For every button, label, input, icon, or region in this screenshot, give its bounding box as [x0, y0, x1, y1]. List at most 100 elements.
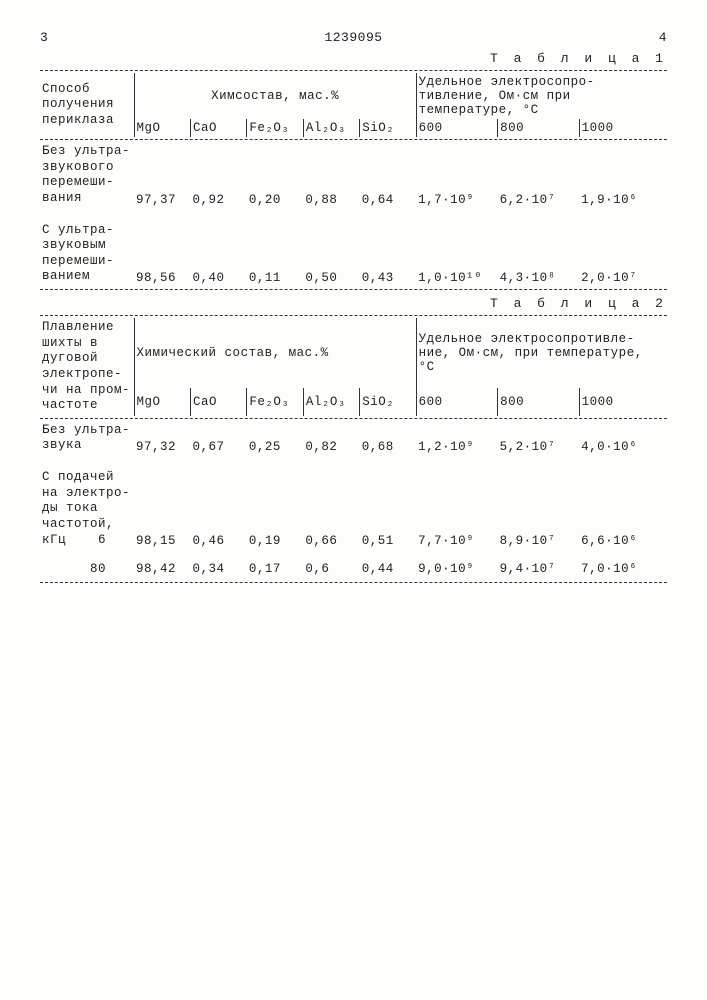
cell: 0,51 — [360, 468, 416, 550]
cell: 0,11 — [247, 221, 303, 288]
t2-rowhdr: Плавление шихты в дуговой электропе- чи … — [40, 318, 134, 416]
lbl: перемеши- — [42, 175, 114, 189]
t2-r0-label: Без ультра- звука — [40, 421, 134, 456]
lbl: вания — [42, 191, 82, 205]
cell: 0,25 — [247, 421, 303, 456]
lbl: звука — [42, 438, 82, 452]
lbl: Без ультра- — [42, 423, 130, 437]
cell: 0,88 — [303, 142, 359, 209]
cell: 1,0·10¹⁰ — [416, 221, 498, 288]
page-right: 4 — [659, 30, 667, 45]
t2-col-al2o3: Al₂O₃ — [303, 388, 359, 416]
cell: 0,20 — [247, 142, 303, 209]
cell: 5,2·10⁷ — [498, 421, 580, 456]
cell: 97,37 — [134, 142, 190, 209]
cell: 0,82 — [303, 421, 359, 456]
t1-col-1000: 1000 — [579, 119, 667, 137]
cell: 98,42 — [134, 560, 190, 580]
spacer — [40, 550, 667, 560]
cell: 0,34 — [190, 560, 246, 580]
table2-label: Т а б л и ц а 2 — [40, 296, 667, 311]
table-row: С ультра- звуковым перемеши- ванием 98,5… — [40, 221, 667, 288]
lbl: кГц 6 — [42, 533, 106, 547]
lbl: звуковым — [42, 238, 106, 252]
cell: 0,66 — [303, 468, 359, 550]
t1-res-l2: тивление, Ом·см при — [419, 89, 571, 103]
t2-col-fe2o3: Fe₂O₃ — [247, 388, 303, 416]
cell: 9,0·10⁹ — [416, 560, 498, 580]
cell: 98,15 — [134, 468, 190, 550]
t2-res-title: Удельное электросопротивле- ние, Ом·см, … — [416, 318, 667, 388]
cell: 1,2·10⁹ — [416, 421, 498, 456]
cell: 0,17 — [247, 560, 303, 580]
t1-chem-title: Химсостав, мас.% — [134, 73, 416, 119]
cell: 0,40 — [190, 221, 246, 288]
lbl: перемеши- — [42, 254, 114, 268]
cell: 0,6 — [303, 560, 359, 580]
cell: 2,0·10⁷ — [579, 221, 667, 288]
t1-res-l3: температуре, °С — [419, 103, 539, 117]
t2-col-mgo: MgO — [134, 388, 190, 416]
cell: 0,19 — [247, 468, 303, 550]
t2-col-cao: CaO — [190, 388, 246, 416]
t1-col-800: 800 — [498, 119, 580, 137]
t2-chem-title: Химический состав, мас.% — [134, 318, 416, 388]
lbl: звукового — [42, 160, 114, 174]
t1-r1-label: С ультра- звуковым перемеши- ванием — [40, 221, 134, 288]
cell: 0,43 — [360, 221, 416, 288]
t2-col-800: 800 — [498, 388, 580, 416]
divider — [40, 315, 667, 316]
t2-col-sio2: SiO₂ — [360, 388, 416, 416]
page-left: 3 — [40, 30, 48, 45]
divider — [40, 70, 667, 71]
table-row: Без ультра- звука 97,32 0,67 0,25 0,82 0… — [40, 421, 667, 456]
doc-number: 1239095 — [48, 30, 658, 45]
lbl: дуговой — [42, 351, 98, 365]
table1-body: Без ультра- звукового перемеши- вания 97… — [40, 142, 667, 287]
cell: 7,7·10⁹ — [416, 468, 498, 550]
lbl: шихты в — [42, 336, 98, 350]
lbl: Без ультра- — [42, 144, 130, 158]
t1-res-l1: Удельное электросопро- — [419, 75, 595, 89]
lbl: ды тока — [42, 501, 98, 515]
lbl: на электро- — [42, 486, 130, 500]
t2-col-1000: 1000 — [579, 388, 667, 416]
lbl: электропе- — [42, 367, 122, 381]
cell: 7,0·10⁶ — [579, 560, 667, 580]
t1-col-sio2: SiO₂ — [360, 119, 416, 137]
t1-res-title: Удельное электросопро- тивление, Ом·см п… — [416, 73, 667, 119]
divider — [40, 418, 667, 419]
cell: 1,9·10⁶ — [579, 142, 667, 209]
divider — [40, 289, 667, 290]
t1-col-cao: CaO — [190, 119, 246, 137]
lbl: ние, Ом·см, при температуре, °С — [419, 346, 643, 374]
table1: Способ получения периклаза Химсостав, ма… — [40, 73, 667, 137]
cell: 0,50 — [303, 221, 359, 288]
lbl: частотой, — [42, 517, 114, 531]
cell: 0,92 — [190, 142, 246, 209]
lbl: С ультра- — [42, 223, 114, 237]
t2-r1-label: С подачей на электро- ды тока частотой, … — [40, 468, 134, 550]
lbl: Плавление — [42, 320, 114, 334]
cell: 0,46 — [190, 468, 246, 550]
cell: 8,9·10⁷ — [498, 468, 580, 550]
lbl: частоте — [42, 398, 98, 412]
lbl: Удельное электросопротивле- — [419, 332, 635, 346]
divider — [40, 139, 667, 140]
t1-col-mgo: MgO — [134, 119, 190, 137]
table-row: С подачей на электро- ды тока частотой, … — [40, 468, 667, 550]
t2-col-600: 600 — [416, 388, 498, 416]
page-header: 3 1239095 4 — [40, 30, 667, 45]
cell: 98,56 — [134, 221, 190, 288]
cell: 0,64 — [360, 142, 416, 209]
cell: 6,2·10⁷ — [498, 142, 580, 209]
table-row: Без ультра- звукового перемеши- вания 97… — [40, 142, 667, 209]
cell: 4,3·10⁸ — [498, 221, 580, 288]
t1-rowhdr: Способ получения периклаза — [40, 73, 134, 137]
cell: 97,32 — [134, 421, 190, 456]
lbl: С подачей — [42, 470, 114, 484]
cell: 4,0·10⁶ — [579, 421, 667, 456]
cell: 0,67 — [190, 421, 246, 456]
cell: 0,44 — [360, 560, 416, 580]
spacer — [40, 456, 667, 468]
